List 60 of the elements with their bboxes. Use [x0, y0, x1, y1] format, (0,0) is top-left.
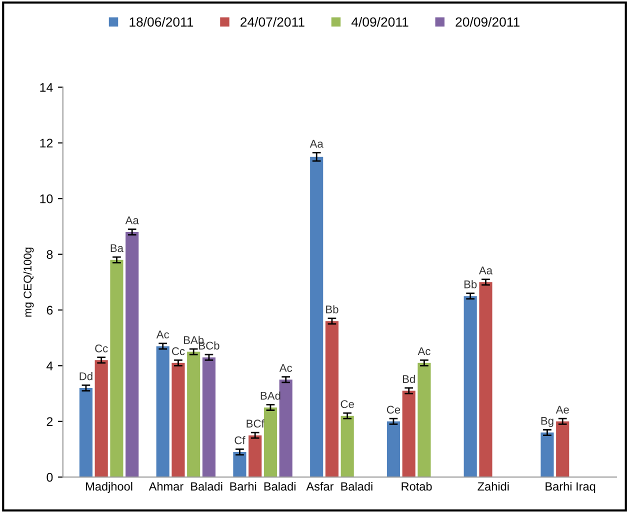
y-tick-label: 4: [46, 362, 53, 370]
data-label: Ac: [279, 364, 292, 372]
data-label: Ba: [110, 244, 124, 252]
bar: [310, 156, 324, 478]
data-label: Bb: [326, 305, 338, 314]
data-label: Dd: [80, 372, 92, 380]
bar: [386, 421, 400, 478]
data-label: Ce: [340, 400, 354, 408]
x-tick-label: Barhi Baladi: [230, 482, 296, 491]
data-label: Cf: [234, 436, 246, 444]
bar: [126, 232, 139, 478]
data-label: Ce: [386, 406, 400, 414]
bar: [187, 352, 200, 478]
x-tick-label: Rotab: [402, 482, 432, 491]
bar: [248, 435, 262, 478]
legend-label: 18/06/2011: [130, 17, 194, 27]
y-tick-label: 10: [40, 194, 53, 204]
bar: [479, 282, 492, 478]
bar: [279, 380, 292, 478]
y-tick-label: 6: [46, 306, 53, 315]
data-label: Bb: [464, 280, 477, 288]
x-tick-label: Madjhool: [86, 482, 132, 493]
x-tick-label: Ahmar Baladi: [148, 482, 222, 491]
data-label: Cc: [95, 344, 108, 352]
bar: [94, 360, 108, 478]
bar: [110, 260, 124, 478]
x-tick-label: Asfar Baladi: [306, 482, 372, 491]
legend-label: 24/07/2011: [240, 17, 304, 27]
data-label: Aa: [310, 140, 324, 148]
bar: [418, 362, 431, 478]
bar: [340, 416, 354, 478]
y-tick-label: 0: [46, 472, 53, 482]
y-tick-label: 8: [46, 250, 53, 259]
bar: [540, 432, 554, 478]
data-label: Ac: [156, 330, 170, 338]
y-tick-label: 2: [46, 417, 53, 426]
data-label: Ac: [418, 347, 430, 356]
x-tick-label: Zahidi: [478, 482, 509, 491]
data-label: Aa: [125, 216, 139, 224]
data-label: Bd: [402, 374, 415, 383]
data-label: Bg: [541, 417, 554, 427]
y-tick-label: 12: [40, 138, 53, 148]
bar: [402, 390, 416, 478]
bar: [556, 421, 570, 478]
y-tick-label: 14: [40, 83, 53, 92]
data-label: Cc: [172, 347, 185, 356]
data-label: Aa: [478, 266, 493, 274]
data-label: Ae: [556, 406, 569, 414]
bar: [172, 362, 185, 478]
bar: [464, 296, 477, 478]
bar: [233, 452, 246, 478]
bar: [202, 357, 216, 478]
bar: [79, 388, 92, 478]
legend-label: 20/09/2011: [456, 17, 520, 27]
legend-label: 4/09/2011: [351, 17, 408, 27]
y-axis-title: mg CEQ/100g: [23, 248, 34, 317]
bar: [156, 346, 170, 478]
bar: [325, 321, 339, 478]
bar: [264, 407, 278, 478]
x-tick-label: Barhi Iraq: [546, 482, 596, 493]
